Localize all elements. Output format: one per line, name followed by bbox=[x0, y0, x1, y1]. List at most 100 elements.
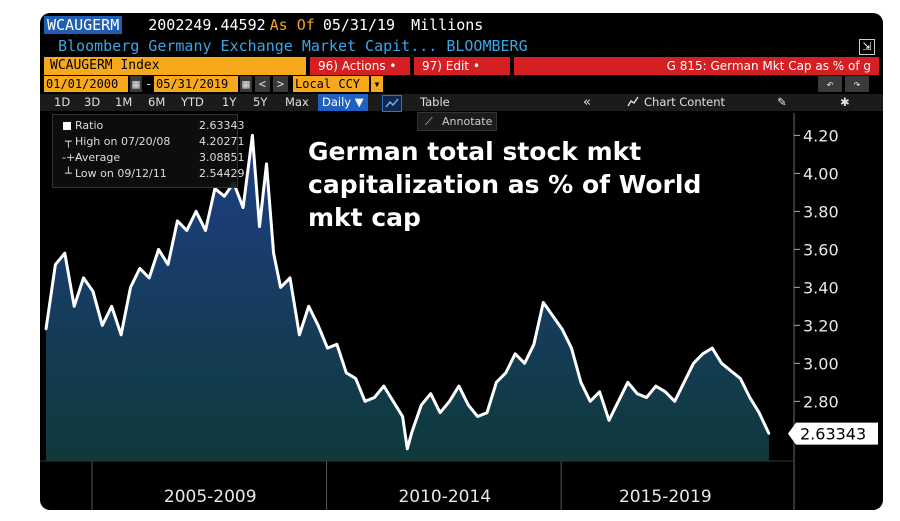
bloomberg-terminal-window: WCAUGERM 2002249.44592 As Of 05/31/19 Millio… bbox=[40, 13, 883, 510]
series-area bbox=[46, 135, 769, 461]
legend-row-ratio[interactable]: Ratio 2.63343 bbox=[53, 118, 245, 134]
data-point bbox=[101, 324, 104, 327]
edit-menu[interactable]: 97) Edit • bbox=[414, 57, 510, 75]
data-point bbox=[185, 229, 188, 232]
as-of-date: 05/31/19 bbox=[322, 16, 396, 34]
data-point bbox=[410, 430, 414, 433]
frequency-select[interactable]: Daily ▼ bbox=[318, 94, 368, 111]
period-1m[interactable]: 1M bbox=[115, 95, 133, 109]
prev-period-button[interactable]: < bbox=[255, 76, 270, 92]
data-point bbox=[701, 352, 705, 356]
data-point bbox=[265, 162, 268, 166]
date-range-bar: 01/01/2000 ▦ - 05/31/2019 ▦ < > Local CC… bbox=[44, 76, 879, 92]
data-point bbox=[391, 400, 395, 403]
data-point bbox=[363, 400, 367, 403]
last-value-tag bbox=[788, 422, 878, 445]
data-point bbox=[298, 333, 301, 337]
ticker[interactable]: WCAUGERM bbox=[44, 16, 123, 34]
data-point bbox=[138, 267, 142, 270]
table-button[interactable]: Table bbox=[420, 95, 450, 109]
data-point bbox=[345, 371, 348, 375]
data-point bbox=[335, 343, 339, 346]
chart-content-icon[interactable] bbox=[626, 94, 640, 114]
data-point bbox=[448, 400, 451, 403]
function-title[interactable]: G 815: German Mkt Cap as % of g bbox=[514, 57, 879, 75]
chevron-down-icon[interactable]: ▾ bbox=[371, 76, 383, 92]
line-chart-icon[interactable] bbox=[382, 95, 402, 112]
data-point bbox=[307, 305, 310, 308]
chart-plot: 4.20 4.00 3.80 3.60 3.40 3.20 3.00 2.80 2.63343… bbox=[40, 113, 878, 510]
chart-headline: German total stock mkt capitalization as… bbox=[308, 135, 701, 234]
period-ytd[interactable]: YTD bbox=[181, 95, 204, 109]
period-1d[interactable]: 1D bbox=[54, 95, 71, 109]
y-tick-label: 3.00 bbox=[803, 354, 839, 373]
legend-label: High on 07/20/08 bbox=[75, 135, 171, 148]
collapse-button[interactable]: « bbox=[583, 95, 591, 110]
annotate-button[interactable]: ⟋ Annotate bbox=[417, 112, 497, 131]
headline-line-2: capitalization as % of World bbox=[308, 170, 702, 199]
data-point bbox=[476, 415, 479, 418]
legend-value: 3.08851 bbox=[199, 151, 245, 164]
x-group-label: 2015-2019 bbox=[619, 487, 712, 507]
chart-legend: Ratio 2.63343 ┬ High on 07/20/08 4.20271… bbox=[52, 114, 245, 188]
data-point bbox=[485, 411, 489, 414]
end-date-input[interactable]: 05/31/2019 bbox=[154, 76, 238, 92]
last-value-label: 2.63343 bbox=[800, 425, 866, 444]
data-point bbox=[532, 343, 536, 346]
y-tick-label: 3.80 bbox=[803, 202, 839, 221]
export-icon[interactable]: ⇲ bbox=[859, 39, 875, 55]
y-tick-label: 2.80 bbox=[803, 392, 839, 411]
start-date-input[interactable]: 01/01/2000 bbox=[44, 76, 128, 92]
data-point bbox=[420, 403, 423, 407]
data-point bbox=[711, 346, 714, 350]
data-point bbox=[204, 229, 207, 232]
data-point bbox=[729, 369, 733, 373]
data-point bbox=[542, 301, 545, 304]
legend-row-low: ┴ Low on 09/12/11 2.54429 bbox=[53, 166, 245, 182]
gear-icon[interactable]: ✱ bbox=[840, 95, 850, 109]
legend-label: Average bbox=[75, 151, 121, 164]
series-line bbox=[44, 133, 771, 451]
data-point bbox=[166, 263, 170, 266]
command-bar: WCAUGERM Index 96) Actions • 97) Edit • … bbox=[44, 57, 879, 75]
data-point bbox=[326, 346, 329, 350]
data-point bbox=[673, 400, 676, 403]
y-tick-label: 3.60 bbox=[803, 240, 839, 259]
data-point bbox=[429, 392, 432, 395]
as-of-label: As Of bbox=[269, 16, 315, 34]
data-point bbox=[316, 324, 320, 327]
edit-pencil-icon[interactable]: ✎ bbox=[777, 95, 787, 109]
actions-menu[interactable]: 96) Actions • bbox=[310, 57, 410, 75]
data-point bbox=[251, 134, 254, 137]
period-3d[interactable]: 3D bbox=[84, 95, 101, 109]
undo-button[interactable]: ↶ bbox=[818, 76, 842, 92]
period-6m[interactable]: 6M bbox=[148, 95, 166, 109]
index-field[interactable]: WCAUGERM Index bbox=[44, 57, 306, 75]
data-point bbox=[617, 400, 620, 403]
period-max[interactable]: Max bbox=[285, 95, 309, 109]
data-point bbox=[288, 276, 292, 280]
next-period-button[interactable]: > bbox=[273, 76, 288, 92]
data-point bbox=[767, 432, 771, 435]
data-point bbox=[119, 333, 123, 337]
legend-value: 4.20271 bbox=[199, 135, 245, 148]
calendar-icon[interactable]: ▦ bbox=[240, 76, 252, 92]
chart-content-button[interactable]: Chart Content bbox=[644, 95, 725, 109]
data-point bbox=[406, 447, 409, 451]
data-point bbox=[382, 384, 386, 388]
calendar-icon[interactable]: ▦ bbox=[130, 76, 142, 92]
data-point bbox=[354, 377, 357, 380]
currency-select[interactable]: Local CCY bbox=[293, 76, 369, 92]
security-description: Bloomberg Germany Exchange Market Capit.… bbox=[58, 37, 528, 55]
headline-line-1: German total stock mkt bbox=[308, 137, 642, 166]
date-separator: - bbox=[145, 77, 153, 91]
data-point bbox=[148, 276, 151, 280]
data-point bbox=[63, 251, 66, 255]
redo-button[interactable]: ↷ bbox=[845, 76, 869, 92]
period-5y[interactable]: 5Y bbox=[253, 95, 268, 109]
period-1y[interactable]: 1Y bbox=[222, 95, 237, 109]
data-point bbox=[373, 396, 376, 399]
legend-row-average: -+- Average 3.08851 bbox=[53, 150, 245, 166]
pencil-icon: ⟋ bbox=[425, 115, 433, 128]
data-point bbox=[241, 206, 245, 209]
